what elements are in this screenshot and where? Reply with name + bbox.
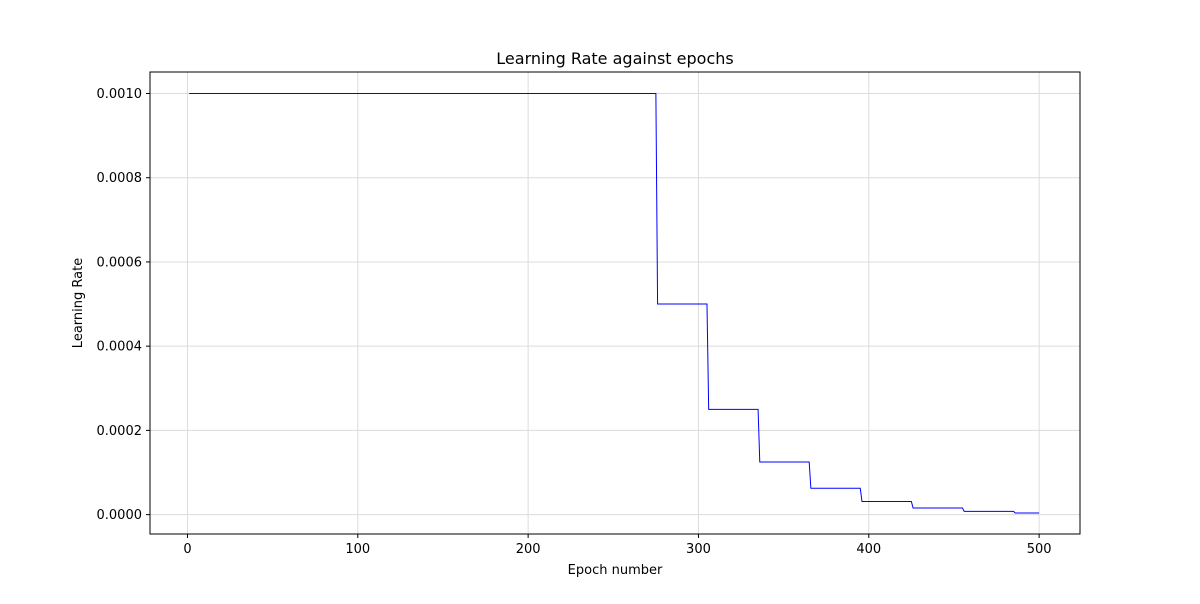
y-tick-label: 0.0010 [97, 87, 143, 102]
grid [150, 72, 1080, 534]
y-tick-label: 0.0006 [97, 255, 143, 270]
plot-frame [149, 71, 1081, 535]
x-tick-label: 200 [516, 542, 541, 557]
x-tick-label: 500 [1027, 542, 1052, 557]
x-tick-label: 100 [345, 542, 370, 557]
x-axis-label: Epoch number [568, 563, 663, 578]
y-axis-ticks: 0.0000 0.0002 0.0004 0.0006 0.0008 0.0010 [97, 87, 150, 523]
y-tick-label: 0.0004 [97, 340, 143, 355]
y-tick-label: 0.0002 [97, 424, 143, 439]
chart-title: Learning Rate against epochs [496, 49, 733, 68]
y-tick-label: 0.0008 [97, 171, 143, 186]
x-tick-label: 400 [856, 542, 881, 557]
learning-rate-line [189, 92, 1040, 514]
y-axis-label: Learning Rate [71, 258, 86, 348]
x-axis-ticks: 0 100 200 300 400 500 [183, 534, 1052, 557]
x-tick-label: 0 [183, 542, 191, 557]
y-tick-label: 0.0000 [97, 508, 143, 523]
x-tick-label: 300 [686, 542, 711, 557]
series-layer [189, 92, 1040, 514]
